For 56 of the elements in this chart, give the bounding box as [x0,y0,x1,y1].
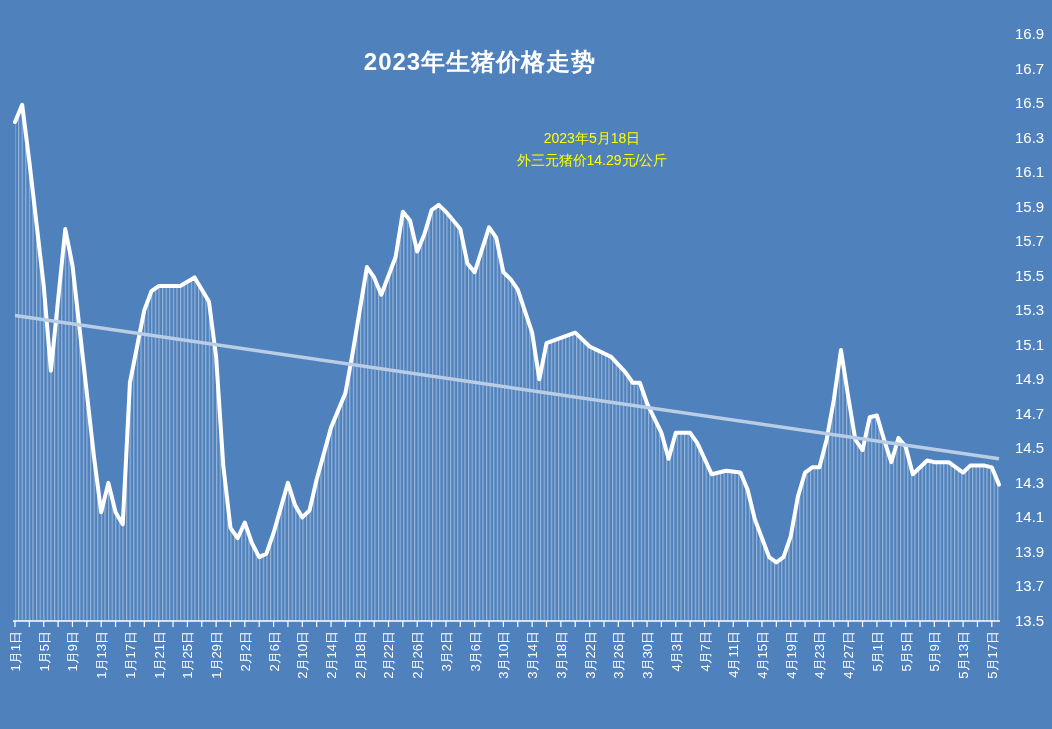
x-tick-label: 5月5日 [898,631,914,672]
y-tick-label: 14.9 [1015,370,1045,388]
x-tick-label: 1月9日 [65,631,81,672]
x-tick-label: 3月18日 [553,631,569,679]
x-tick-label: 4月7日 [697,631,713,672]
y-tick-label: 16.5 [1015,94,1045,112]
x-tick-label: 2月14日 [324,631,340,679]
y-tick-label: 15.1 [1015,335,1045,353]
y-tick-label: 14.1 [1015,508,1045,526]
y-tick-label: 16.3 [1015,128,1045,146]
x-tick-label: 1月13日 [94,631,110,679]
x-tick-label: 3月10日 [496,631,512,679]
x-tick-label: 4月19日 [783,631,799,679]
x-tick-label: 5月13日 [956,631,972,679]
y-tick-label: 16.1 [1015,163,1045,181]
y-tick-label: 16.9 [1015,25,1045,42]
y-tick-label: 14.5 [1015,439,1045,457]
y-tick-label: 14.7 [1015,404,1045,422]
x-tick-label: 5月1日 [869,631,885,672]
x-tick-label: 1月5日 [36,631,52,672]
x-tick-label: 3月26日 [611,631,627,679]
x-tick-label: 2月22日 [381,631,397,679]
x-tick-label: 1月29日 [209,631,225,679]
y-tick-label: 15.9 [1015,197,1045,215]
x-tick-label: 3月30日 [640,631,656,679]
x-tick-label: 4月3日 [668,631,684,672]
y-tick-label: 13.9 [1015,542,1045,560]
x-tick-label: 2月2日 [237,631,253,672]
y-tick-label: 16.7 [1015,59,1045,77]
x-tick-label: 3月6日 [467,631,483,672]
x-tick-label: 1月25日 [180,631,196,679]
x-tick-label: 3月2日 [438,631,454,672]
x-tick-label: 1月1日 [8,631,23,672]
y-tick-label: 15.3 [1015,301,1045,319]
x-tick-label: 5月9日 [927,631,943,672]
annotation: 2023年5月18日 [543,130,641,146]
y-tick-label: 15.7 [1015,232,1045,250]
x-tick-label: 4月11日 [726,631,742,678]
x-tick-label: 2月26日 [410,631,426,679]
y-tick-label: 14.3 [1015,473,1045,491]
x-tick-label: 3月14日 [525,631,541,679]
x-tick-label: 2月18日 [352,631,368,679]
y-tick-label: 15.5 [1015,266,1045,284]
y-tick-label: 13.5 [1015,612,1045,629]
y-tick-label: 13.7 [1015,577,1045,595]
x-tick-label: 2月10日 [295,631,311,679]
text: 2023年生猪价格走势 [363,48,597,75]
x-tick-label: 3月22日 [582,631,598,679]
x-tick-label: 4月23日 [812,631,828,679]
x-tick-label: 2月6日 [266,631,282,672]
x-tick-label: 1月17日 [122,631,138,679]
x-tick-label: 1月21日 [151,631,167,679]
x-tick-label: 5月17日 [984,631,1000,679]
annotation: 外三元猪价14.29元/公斤 [516,152,668,168]
x-tick-label: 4月15日 [754,631,770,679]
x-tick-label: 4月27日 [841,631,857,679]
